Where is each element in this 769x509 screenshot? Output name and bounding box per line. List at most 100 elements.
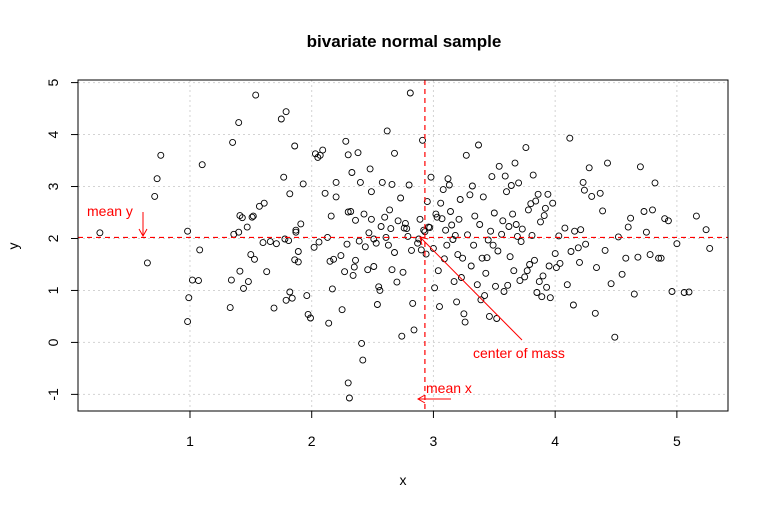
data-point-45 [291, 142, 299, 150]
data-point-105 [378, 178, 386, 186]
data-point-16 [235, 228, 243, 236]
data-point-31 [260, 199, 268, 207]
data-point-230 [541, 204, 549, 212]
data-point-46 [291, 256, 299, 264]
data-point-195 [498, 230, 506, 238]
data-point-33 [266, 238, 274, 246]
data-point-284 [702, 226, 710, 234]
data-point-74 [342, 137, 350, 145]
data-point-18 [236, 212, 244, 220]
y-axis: -1 0 1 2 3 4 5 [45, 78, 78, 401]
data-point-147 [436, 303, 443, 311]
data-point-38 [281, 235, 289, 243]
data-point-13 [227, 276, 235, 284]
data-point-184 [483, 254, 491, 262]
data-point-215 [523, 267, 531, 275]
data-point-243 [567, 248, 575, 255]
data-point-224 [534, 190, 542, 198]
data-point-23 [243, 223, 251, 231]
data-point-7 [185, 294, 193, 302]
data-point-148 [437, 199, 445, 207]
data-point-109 [384, 241, 392, 249]
data-point-275 [655, 254, 663, 262]
data-point-143 [431, 284, 439, 292]
data-point-125 [405, 181, 413, 189]
data-point-83 [350, 263, 358, 271]
data-point-27 [251, 255, 258, 263]
data-point-176 [473, 281, 481, 289]
data-point-172 [467, 262, 475, 270]
data-point-42 [286, 190, 294, 198]
data-point-29 [255, 202, 263, 210]
data-point-169 [462, 151, 470, 159]
data-point-103 [376, 286, 384, 294]
data-point-130 [414, 239, 422, 247]
data-point-273 [649, 206, 656, 214]
data-point-53 [303, 292, 311, 300]
data-point-233 [545, 262, 553, 270]
data-point-30 [259, 239, 267, 247]
data-point-48 [292, 226, 300, 234]
data-point-65 [326, 257, 334, 265]
data-point-227 [538, 293, 546, 301]
data-point-252 [585, 164, 593, 172]
data-point-150 [439, 186, 447, 194]
data-point-177 [475, 141, 482, 149]
data-point-24 [247, 251, 255, 259]
data-point-165 [457, 274, 465, 281]
data-point-144 [432, 210, 440, 218]
data-point-36 [277, 115, 285, 123]
data-point-1 [143, 259, 151, 267]
data-point-202 [506, 253, 514, 261]
data-point-102 [375, 283, 383, 291]
data-point-28 [252, 91, 260, 99]
data-point-223 [533, 289, 541, 296]
data-point-231 [543, 283, 551, 291]
data-point-167 [460, 310, 468, 318]
data-point-248 [577, 226, 585, 234]
data-point-197 [500, 288, 508, 295]
data-point-73 [341, 268, 349, 276]
data-point-186 [485, 312, 493, 320]
data-point-104 [377, 223, 385, 230]
data-point-134 [419, 136, 426, 144]
y-tick-label-2: 1 [45, 286, 61, 294]
y-tick-label-1: 0 [45, 338, 61, 346]
data-point-93 [364, 266, 372, 274]
data-point-117 [394, 217, 402, 225]
data-point-110 [386, 206, 394, 214]
data-point-95 [366, 165, 374, 173]
data-point-263 [618, 270, 626, 278]
data-point-72 [338, 306, 346, 314]
data-point-239 [556, 259, 564, 267]
data-point-214 [522, 144, 530, 152]
data-point-97 [367, 215, 375, 223]
data-point-85 [352, 216, 359, 224]
data-point-198 [501, 172, 509, 180]
data-point-199 [503, 188, 510, 196]
data-point-171 [466, 191, 474, 199]
data-point-100 [372, 239, 380, 247]
data-point-164 [456, 196, 464, 203]
data-point-226 [537, 218, 544, 226]
data-point-209 [515, 179, 523, 187]
data-point-257 [599, 207, 607, 215]
x-tick-label-0: 1 [186, 433, 194, 449]
data-point-81 [348, 169, 356, 176]
data-point-118 [397, 194, 405, 202]
x-axis: 1 2 3 4 5 [186, 411, 681, 449]
data-point-203 [507, 182, 515, 189]
data-point-71 [337, 252, 345, 260]
data-point-59 [315, 238, 323, 246]
data-point-173 [468, 182, 476, 190]
data-point-69 [332, 193, 340, 201]
data-point-9 [195, 277, 202, 285]
data-point-201 [505, 223, 513, 230]
data-point-0 [96, 229, 104, 237]
data-point-146 [434, 267, 442, 275]
data-point-253 [588, 192, 596, 200]
data-point-121 [400, 224, 408, 232]
data-point-278 [664, 217, 672, 225]
data-point-181 [479, 193, 487, 201]
data-point-84 [352, 256, 359, 264]
